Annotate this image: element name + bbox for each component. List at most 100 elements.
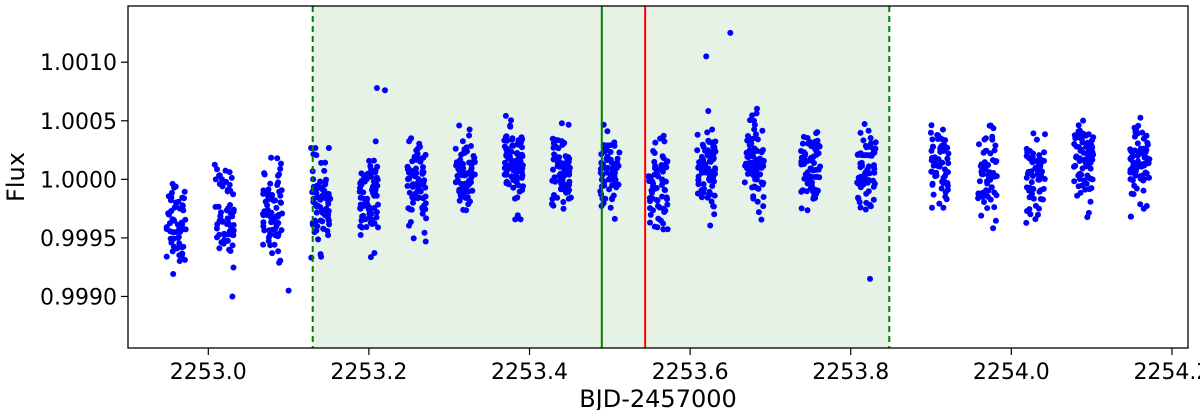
data-point-915	[759, 148, 765, 155]
data-point-887	[696, 164, 703, 171]
data-point-749	[654, 197, 661, 204]
data-point-643	[557, 170, 564, 177]
data-point-1286	[1036, 188, 1043, 195]
data-point-393	[413, 170, 420, 177]
data-point-1171	[938, 142, 945, 149]
data-point-575	[517, 139, 524, 146]
y-axis-label: Flux	[2, 152, 30, 202]
data-point-1172	[942, 193, 949, 200]
data-point-28	[181, 195, 187, 202]
data-point-770	[657, 135, 664, 142]
data-point-1457	[867, 275, 873, 282]
data-point-327	[360, 175, 367, 182]
data-point-943	[751, 126, 758, 133]
data-point-1038	[815, 150, 822, 157]
data-point-885	[694, 131, 701, 138]
data-point-773	[660, 155, 667, 162]
data-point-192	[266, 227, 273, 234]
data-point-407	[422, 184, 429, 191]
data-point-98	[216, 231, 223, 238]
data-point-1413	[1146, 174, 1152, 181]
data-point-1219	[993, 158, 1000, 165]
data-point-1293	[1042, 131, 1048, 138]
data-point-173	[265, 196, 272, 203]
data-point-482	[468, 161, 475, 168]
data-point-117	[212, 176, 219, 183]
data-point-710	[608, 159, 615, 166]
data-point-168	[261, 227, 268, 234]
data-point-554	[502, 112, 509, 119]
data-point-115	[230, 208, 237, 215]
data-point-688	[602, 147, 609, 154]
data-point-1405	[1140, 187, 1147, 194]
data-point-1118	[928, 122, 935, 129]
data-point-889	[700, 189, 707, 196]
data-point-1273	[1041, 157, 1047, 164]
data-point-789	[650, 180, 657, 187]
data-point-72	[230, 264, 237, 271]
data-point-639	[554, 194, 561, 201]
data-point-544	[502, 159, 508, 166]
data-point-255	[314, 194, 321, 201]
data-point-1164	[930, 162, 937, 169]
data-point-388	[409, 158, 416, 165]
data-point-794	[652, 165, 658, 172]
data-point-1106	[855, 180, 862, 187]
data-point-1223	[984, 180, 991, 187]
data-point-1354	[1082, 156, 1089, 163]
data-point-568	[519, 153, 526, 160]
data-point-732	[609, 168, 616, 174]
y-tick-label-2: 1.0000	[40, 168, 117, 193]
data-point-109	[214, 221, 221, 228]
data-point-1246	[1033, 136, 1040, 143]
data-point-1461	[382, 87, 388, 94]
data-point-491	[458, 180, 465, 187]
data-point-581	[511, 158, 518, 165]
data-point-243	[313, 227, 320, 234]
data-point-800	[661, 209, 668, 215]
data-point-178	[272, 197, 279, 204]
data-point-1304	[1023, 219, 1030, 226]
data-point-1237	[990, 125, 997, 132]
data-point-1110	[872, 139, 879, 146]
data-point-1353	[1071, 178, 1078, 185]
data-point-1256	[1041, 149, 1048, 156]
data-point-1452	[1143, 170, 1150, 177]
data-point-162	[278, 160, 284, 167]
data-point-1041	[802, 157, 809, 164]
data-point-896	[759, 127, 766, 134]
data-point-1102	[864, 166, 871, 173]
y-tick-label-0: 0.9990	[40, 285, 117, 310]
data-point-574	[514, 212, 521, 219]
data-point-38	[163, 226, 170, 232]
data-point-1378	[1086, 186, 1093, 193]
data-point-342	[373, 174, 380, 181]
data-point-88	[216, 245, 223, 252]
data-point-222	[325, 197, 332, 204]
plot-frame	[127, 5, 1189, 349]
data-point-1043	[798, 205, 805, 212]
data-point-636	[567, 194, 574, 201]
data-point-47	[170, 235, 177, 242]
data-point-1290	[1035, 160, 1042, 167]
data-point-968	[747, 167, 754, 174]
data-point-389	[417, 188, 424, 195]
data-point-484	[463, 195, 469, 201]
data-point-193	[275, 211, 282, 218]
data-point-297	[372, 138, 379, 145]
data-point-152	[277, 165, 284, 172]
data-point-1039	[810, 167, 817, 174]
data-point-131	[268, 154, 275, 161]
data-point-499	[460, 165, 467, 172]
data-point-1369	[1078, 146, 1084, 153]
data-point-1103	[863, 190, 870, 197]
data-point-567	[503, 170, 510, 177]
data-point-950	[755, 209, 762, 216]
data-point-961	[749, 150, 756, 157]
data-point-1098	[867, 144, 874, 150]
data-point-19	[181, 188, 188, 195]
data-point-252	[317, 178, 324, 185]
data-point-1236	[978, 161, 985, 168]
data-point-49	[177, 205, 183, 212]
